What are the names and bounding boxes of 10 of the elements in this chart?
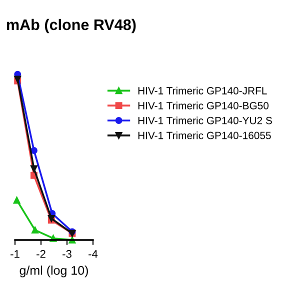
- chart-title: mAb (clone RV48): [7, 18, 136, 34]
- x-tick-label: -2: [36, 250, 46, 258]
- legend-label: HIV-1 Trimeric GP140-YU2 S: [138, 116, 272, 124]
- legend-label: HIV-1 Trimeric GP140-BG50: [138, 102, 269, 110]
- x-tick-label: -3: [62, 250, 72, 258]
- x-axis-title: g/ml (log 10): [20, 266, 88, 278]
- legend-label: HIV-1 Trimeric GP140-JRFL: [138, 86, 267, 94]
- x-tick-label: -1: [10, 250, 20, 258]
- x-tick-label: -4: [88, 250, 98, 258]
- legend-label: HIV-1 Trimeric GP140-16055: [138, 132, 271, 140]
